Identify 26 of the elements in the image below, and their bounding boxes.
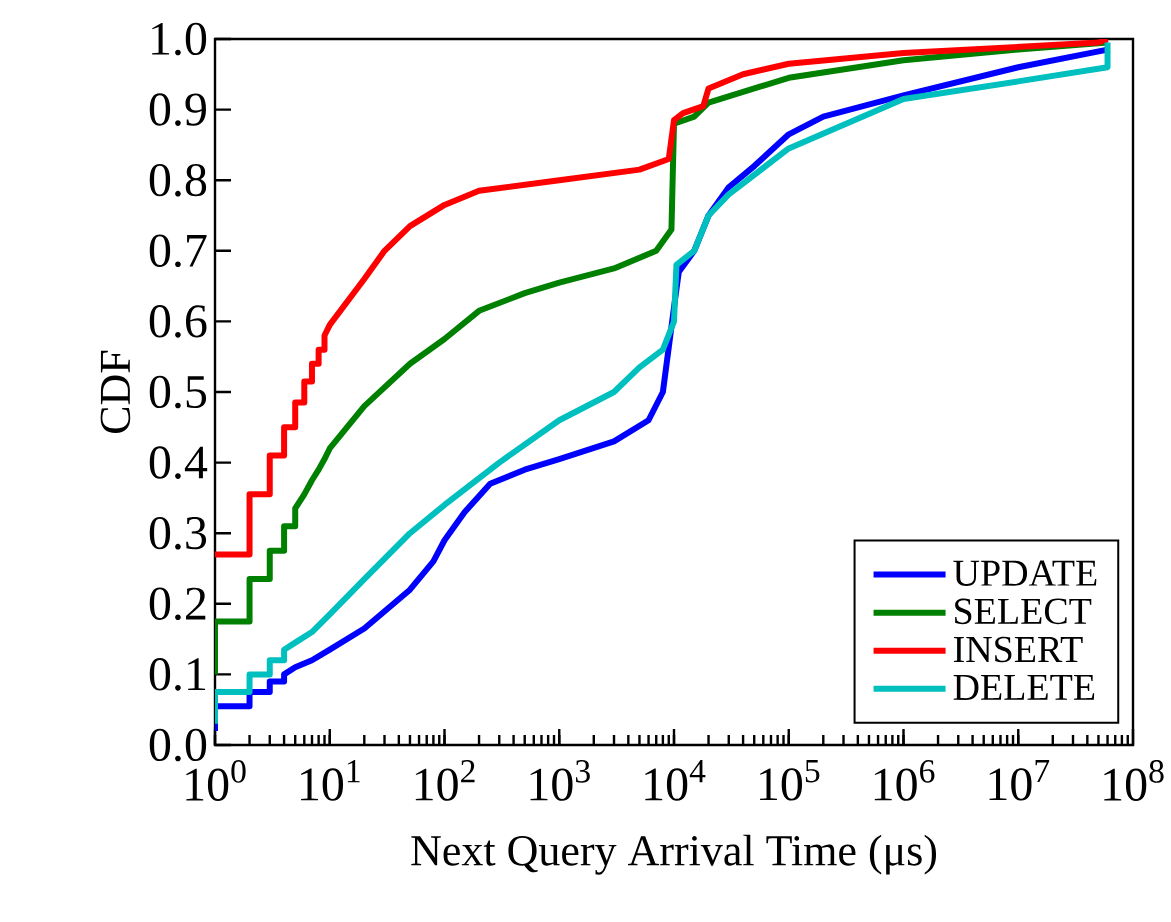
y-tick-label: 0.4: [149, 446, 208, 479]
legend-label: DELETE: [953, 674, 1095, 700]
y-tick-label: 0.5: [149, 375, 207, 409]
x-tick-label: 10$^{5}$: [760, 760, 820, 801]
y-tick-label: 0.9: [149, 93, 206, 126]
x-tick-label: 10$^{4}$: [645, 760, 706, 801]
y-tick-label: 1.0: [152, 22, 207, 56]
legend-label: UPDATE: [953, 560, 1097, 586]
x-tick-label: 10$^{1}$: [301, 760, 360, 801]
y-tick-label: 0.8: [149, 163, 207, 197]
x-axis-title: Next Query Arrival Time (μs): [411, 834, 937, 875]
x-tick-label: 10$^{2}$: [415, 760, 475, 801]
y-tick-label: 0.1: [149, 658, 206, 691]
x-tick-label: 10$^{0}$: [186, 760, 246, 801]
y-axis-title: CDF: [100, 350, 131, 433]
y-tick-label: 0.2: [149, 587, 206, 621]
x-tick-label: 10$^{6}$: [874, 760, 935, 801]
y-tick-label: 0.3: [149, 516, 207, 550]
x-tick-label: 10$^{3}$: [530, 760, 590, 801]
y-tick-label: 0.0: [149, 728, 207, 762]
legend-label: INSERT: [953, 636, 1083, 663]
x-tick-label: 10$^{7}$: [989, 760, 1050, 801]
x-tick-label: 10$^{8}$: [1104, 760, 1164, 801]
legend-label: SELECT: [955, 598, 1092, 625]
y-tick-label: 0.6: [149, 305, 207, 338]
y-tick-label: 0.7: [149, 234, 207, 268]
